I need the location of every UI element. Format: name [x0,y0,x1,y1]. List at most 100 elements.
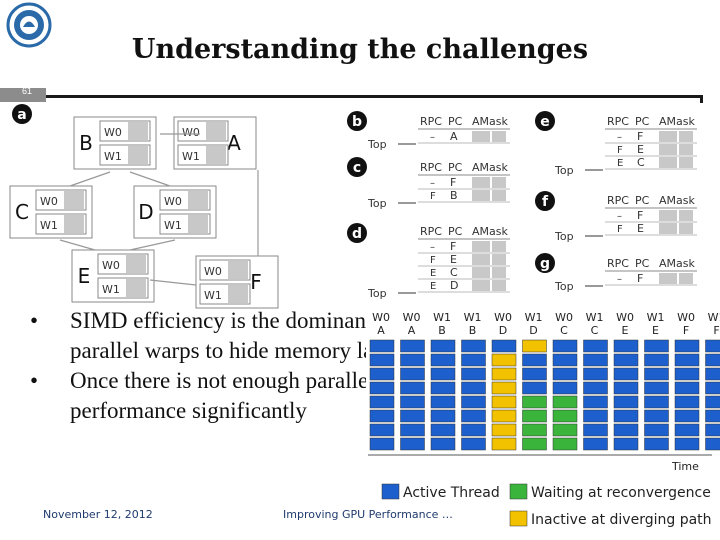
panel-badge [347,223,367,243]
stack-mask [492,177,506,188]
timeline-thread-cell [644,381,669,395]
warp-label: W0 [102,259,120,272]
cfg-node-label: A [227,131,241,155]
warp-mask [128,122,148,140]
stack-mask [472,267,490,278]
timeline-thread-cell [583,339,608,353]
warp-mask [228,261,248,279]
stack-mask [492,131,506,142]
timeline-thread-cell [583,423,608,437]
timeline-block-label: F [683,324,689,337]
stack-mask [472,177,490,188]
warp-mask [126,279,146,297]
stack-rpc: E [430,268,436,279]
timeline-thread-cell [644,395,669,409]
timeline-thread-cell [461,395,486,409]
timeline-block-label: B [438,324,446,337]
stack-header: PC [635,194,650,207]
timeline-thread-cell [674,409,700,423]
warp-label: W0 [104,126,122,139]
stack-rpc: F [430,255,436,266]
timeline-thread-cell [552,367,578,381]
timeline-thread-cell [461,437,486,451]
timeline-thread-cell [552,353,578,367]
stack-header: PC [635,257,650,270]
timeline-warp-label: W1 [464,311,482,324]
legend-swatch [509,510,528,527]
timeline-warp-label: W1 [647,311,665,324]
stack-header: AMask [472,115,508,128]
cfg-node: B W0 W1 [73,116,157,170]
footer-title: Improving GPU Performance … [283,508,453,521]
timeline-thread-cell [583,395,608,409]
warp-mask [188,215,208,233]
stack-rpc: – [430,178,435,189]
stack-mask [472,131,490,142]
timeline-warp-label: W1 [433,311,451,324]
warp-label: W1 [182,150,200,163]
stack-mask [679,273,693,284]
timeline-thread-cell [369,381,395,395]
timeline-thread-cell [430,367,456,381]
stack-rpc: – [430,132,435,143]
timeline-thread-cell [705,423,720,437]
stack-pc: F [637,130,643,143]
stack-header: PC [448,225,463,238]
timeline-block-label: A [377,324,385,337]
stack-rpc: – [430,242,435,253]
timeline-thread-cell [400,437,425,451]
stack-mask [679,144,693,155]
panel-badge [347,111,367,131]
timeline-thread-cell [674,353,700,367]
timeline-thread-cell [461,339,486,353]
stack-mask [492,280,506,291]
panel-label: f [542,194,549,210]
cfg-node-label: C [15,200,29,224]
legend-label: Waiting at reconvergence [531,485,711,501]
timeline-thread-cell [400,409,425,423]
stack-top-label: Top [367,197,387,210]
timeline-thread-cell [461,409,486,423]
warp-mask [64,215,84,233]
timeline-thread-cell [491,381,517,395]
stack-pc: F [450,240,456,253]
stack-mask [472,280,490,291]
stack-top-label: Top [554,164,574,177]
timeline-block-label: C [560,324,568,337]
stack-rpc: F [617,145,623,156]
timeline-block-label: E [622,324,629,337]
timeline-thread-cell [583,437,608,451]
timeline-thread-cell [461,353,486,367]
stack-mask [679,210,693,221]
panel-badge [535,111,555,131]
timeline-thread-cell [430,353,456,367]
stack-rpc: – [617,132,622,143]
stack-header: PC [448,115,463,128]
timeline-thread-cell [400,395,425,409]
stack-mask [472,190,490,201]
university-logo [6,2,52,48]
timeline-thread-cell [491,423,517,437]
header-rule [46,95,700,98]
timeline-warp-label: W0 [616,311,634,324]
timeline-thread-cell [491,367,517,381]
timeline-thread-cell [644,409,669,423]
timeline-thread-cell [461,367,486,381]
stack-pc: F [637,272,643,285]
timeline-thread-cell [613,437,639,451]
timeline-thread-cell [583,381,608,395]
stack-pc: F [450,176,456,189]
timeline-thread-cell [400,353,425,367]
stack-mask [679,131,693,142]
legend-label: Active Thread [403,485,500,501]
cfg-node: C W0 W1 [9,185,93,239]
header-rule-end [700,95,703,103]
timeline-block-label: C [591,324,599,337]
timeline-thread-cell [552,423,578,437]
timeline-warp-label: W0 [555,311,573,324]
bullet-marker: • [30,368,39,393]
warp-label: W1 [164,219,182,232]
timeline-thread-cell [491,339,517,353]
